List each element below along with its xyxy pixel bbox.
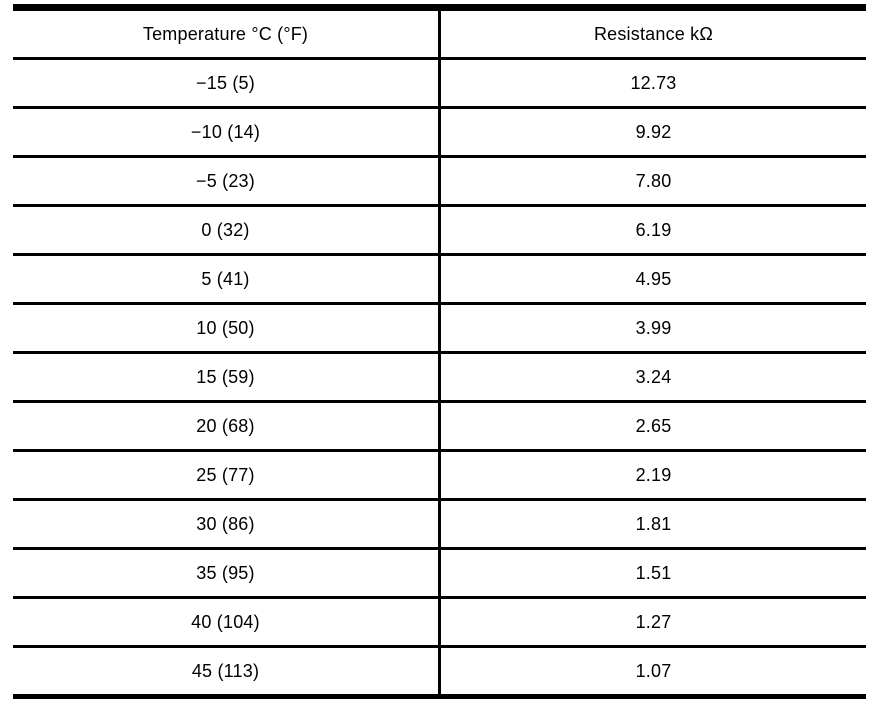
resistance-cell: 7.80 <box>439 156 866 207</box>
resistance-cell: 2.19 <box>439 450 866 501</box>
resistance-column-header: Resistance kΩ <box>439 7 866 60</box>
temperature-cell: −10 (14) <box>13 107 441 158</box>
header-row: Temperature °C (°F) Resistance kΩ <box>13 7 866 60</box>
temperature-cell: −15 (5) <box>13 58 441 109</box>
table-row: 20 (68) 2.65 <box>13 401 866 452</box>
table-row: 5 (41) 4.95 <box>13 254 866 305</box>
table-row: 10 (50) 3.99 <box>13 303 866 354</box>
table-row: 35 (95) 1.51 <box>13 548 866 599</box>
resistance-cell: 9.92 <box>439 107 866 158</box>
table-row: 15 (59) 3.24 <box>13 352 866 403</box>
temperature-cell: 10 (50) <box>13 303 441 354</box>
table-body: −15 (5) 12.73 −10 (14) 9.92 −5 (23) 7.80 0 (32… <box>13 58 866 697</box>
resistance-cell: 1.81 <box>439 499 866 550</box>
resistance-cell: 1.07 <box>635 660 672 681</box>
table-row: 30 (86) 1.81 <box>13 499 866 550</box>
temperature-cell: 25 (77) <box>13 450 441 501</box>
temperature-cell: 45 (113) <box>13 646 441 697</box>
table-row: −10 (14) 9.92 <box>13 107 866 158</box>
table-row: 0 (32) 6.19 <box>13 205 866 256</box>
resistance-cell: 2.65 <box>439 401 866 452</box>
resistance-cell: 4.95 <box>439 254 866 305</box>
temperature-column-header: Temperature °C (°F) <box>13 7 441 60</box>
resistance-cell: 3.99 <box>439 303 866 354</box>
temperature-cell: 15 (59) <box>13 352 441 403</box>
temperature-cell: 20 (68) <box>13 401 441 452</box>
temperature-cell: 40 (104) <box>13 597 441 648</box>
temperature-cell: 35 (95) <box>13 548 441 599</box>
resistance-cell: 1.51 <box>439 548 866 599</box>
table-row: −15 (5) 12.73 <box>13 58 866 109</box>
resistance-cell: 3.24 <box>439 352 866 403</box>
temperature-cell: 5 (41) <box>13 254 441 305</box>
table-row: 40 (104) 1.27 <box>13 597 866 648</box>
temperature-resistance-table: Temperature °C (°F) Resistance kΩ −15 (5… <box>13 4 866 699</box>
table-row: 25 (77) 2.19 <box>13 450 866 501</box>
temperature-cell: −5 (23) <box>13 156 441 207</box>
temperature-cell: 0 (32) <box>13 205 441 256</box>
table-row: 45 (113) 1.07 <box>13 646 866 697</box>
resistance-cell: 1.27 <box>439 597 866 648</box>
resistance-cell: 12.73 <box>439 58 866 109</box>
resistance-cell: 6.19 <box>439 205 866 256</box>
table-row: −5 (23) 7.80 <box>13 156 866 207</box>
temperature-cell: 30 (86) <box>13 499 441 550</box>
